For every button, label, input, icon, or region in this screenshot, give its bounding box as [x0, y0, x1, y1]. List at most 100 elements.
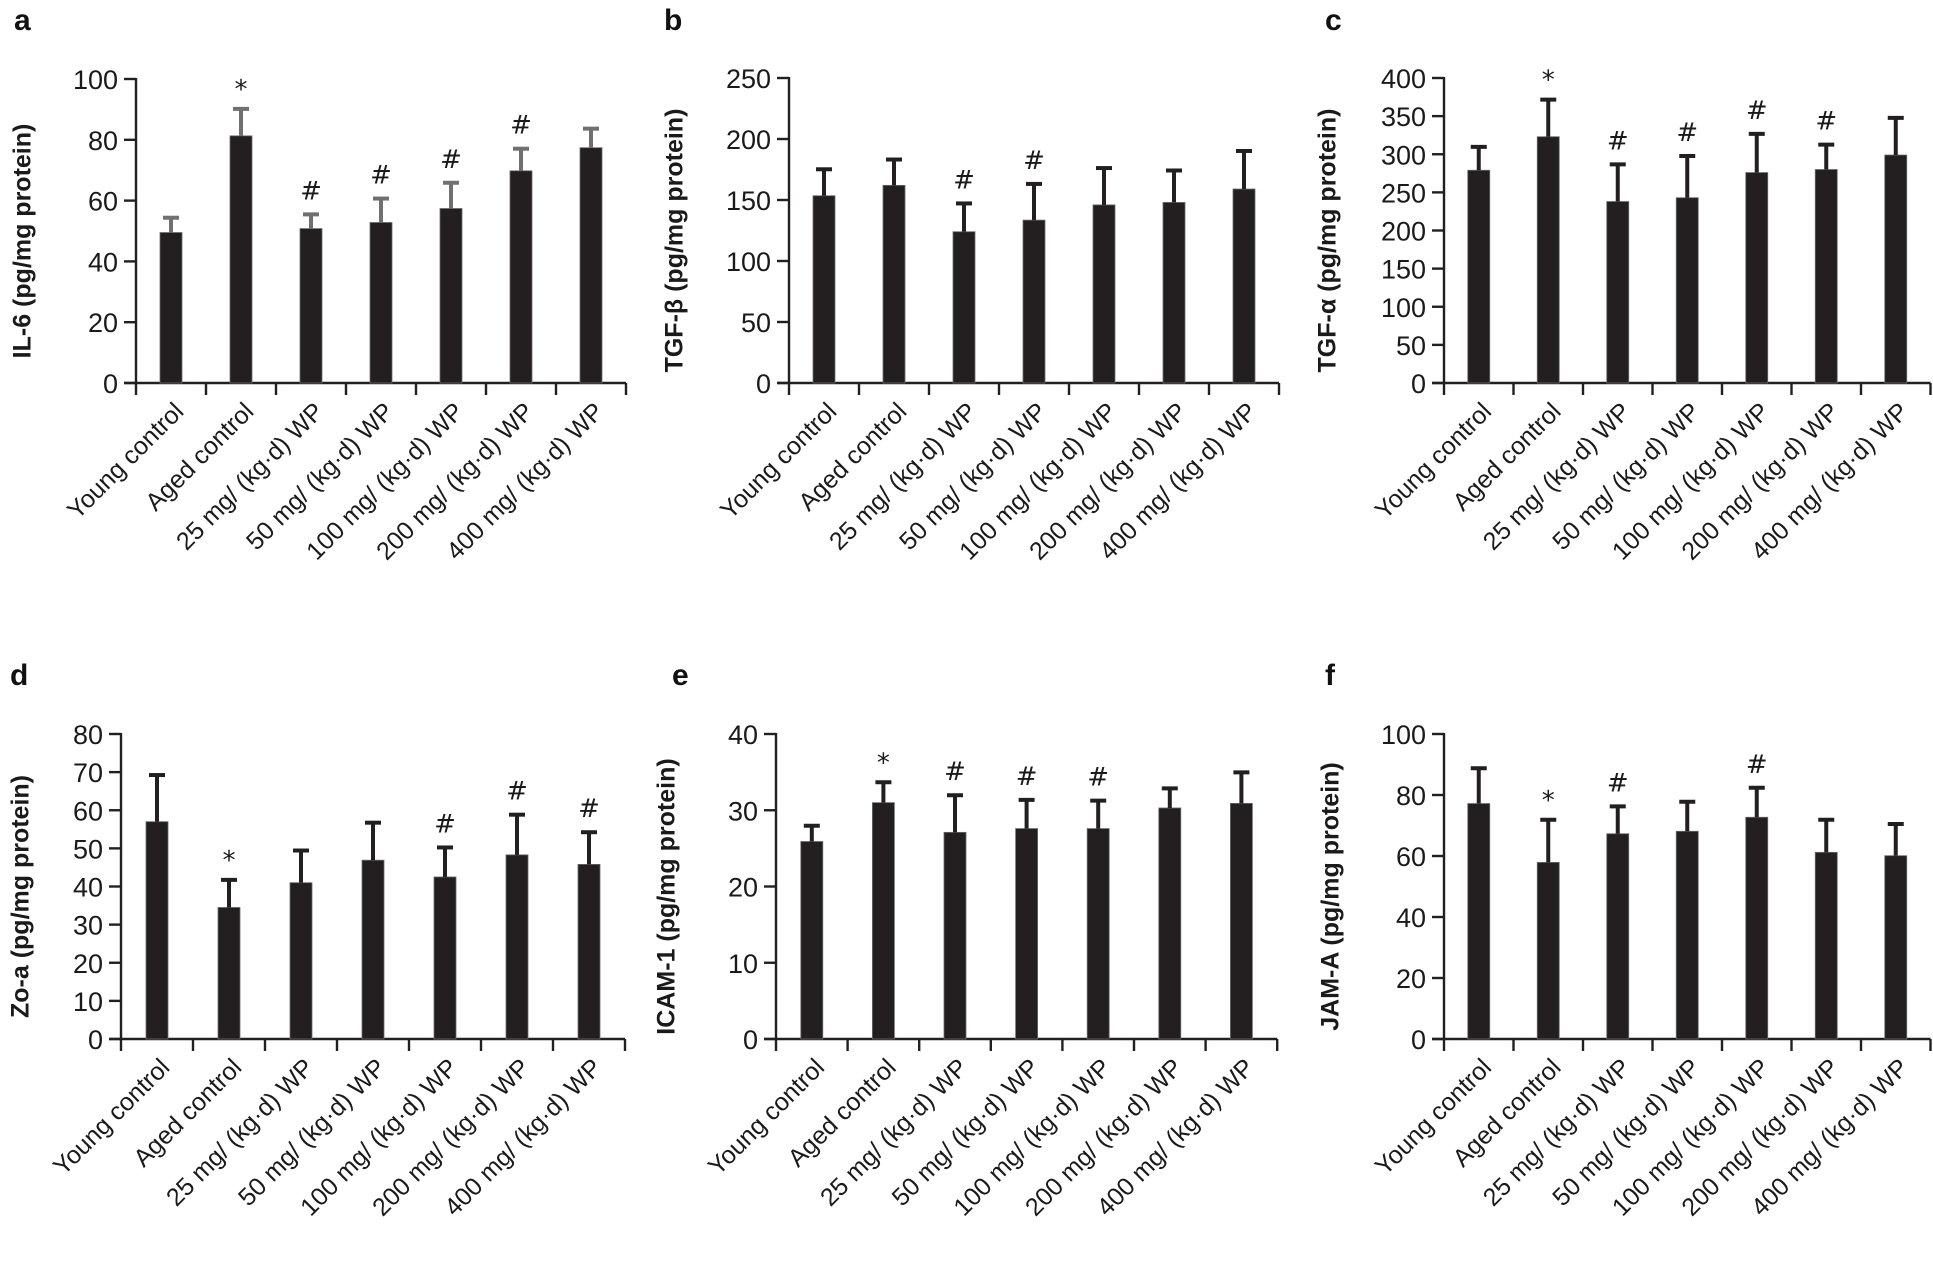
y-axis-label: ICAM-1 (pg/mg protein): [653, 758, 681, 1034]
y-tick-label: 100: [1381, 720, 1426, 750]
y-tick-label: 40: [1396, 903, 1426, 933]
y-tick-label: 30: [73, 911, 103, 941]
y-tick-label: 80: [1396, 781, 1426, 811]
significance-hash: #: [1087, 763, 1109, 793]
significance-hash: #: [370, 161, 392, 191]
y-axis-label: IL-6 (pg/mg protein): [9, 124, 37, 359]
y-tick-label: 50: [741, 308, 771, 338]
significance-hash: #: [1607, 768, 1629, 798]
bar: [361, 859, 385, 1040]
bar: [159, 232, 183, 384]
y-tick-label: 40: [73, 873, 103, 903]
y-tick-label: 150: [726, 186, 771, 216]
panel-letter: a: [14, 4, 31, 37]
bar: [1230, 802, 1253, 1040]
y-tick-label: 100: [1381, 293, 1426, 323]
bar: [1467, 169, 1491, 384]
bar: [217, 907, 241, 1040]
y-axis-label: Zo-a (pg/mg protein): [7, 775, 35, 1018]
bar: [505, 854, 529, 1040]
significance-hash: #: [1023, 146, 1045, 176]
y-tick-label: 0: [103, 369, 118, 399]
bar: [800, 841, 824, 1040]
y-tick-label: 80: [73, 720, 103, 750]
bar: [1158, 807, 1182, 1040]
y-tick-label: 20: [1396, 964, 1426, 994]
y-tick-label: 150: [1381, 255, 1426, 285]
significance-hash: #: [1676, 118, 1698, 148]
panel-letter: c: [1325, 4, 1342, 37]
bar: [1884, 855, 1908, 1040]
significance-hash: #: [1746, 750, 1768, 780]
y-tick-label: 40: [728, 720, 758, 750]
bar: [1536, 862, 1560, 1040]
bar: [1745, 816, 1769, 1040]
panel-letter: e: [672, 659, 689, 692]
significance-star: *: [1542, 66, 1555, 96]
panel-letter: d: [10, 659, 28, 692]
significance-hash: #: [944, 757, 966, 787]
y-axis-label: TGF-α (pg/mg protein): [1314, 109, 1342, 373]
significance-hash: #: [510, 111, 532, 141]
bar: [952, 231, 976, 384]
bar: [872, 802, 895, 1040]
bar: [1606, 833, 1630, 1040]
significance-star: *: [223, 846, 236, 876]
bar: [579, 147, 603, 384]
bar: [1162, 202, 1186, 384]
bar: [1467, 803, 1491, 1040]
bar: [1092, 204, 1116, 384]
y-tick-label: 200: [1381, 217, 1426, 247]
panel-letter: b: [664, 4, 682, 37]
y-axis-label: JAM-A (pg/mg protein): [1317, 762, 1345, 1030]
y-tick-label: 0: [1411, 1025, 1426, 1055]
bar: [439, 208, 463, 384]
significance-hash: #: [506, 777, 528, 807]
y-tick-label: 200: [726, 125, 771, 155]
bar: [1814, 169, 1838, 384]
bar: [509, 170, 533, 384]
y-tick-label: 40: [88, 247, 118, 277]
bar: [229, 135, 253, 384]
y-tick-label: 350: [1381, 102, 1426, 132]
significance-hash: #: [434, 809, 456, 839]
y-tick-label: 0: [756, 369, 771, 399]
bar: [299, 228, 323, 384]
significance-hash: #: [1746, 96, 1768, 126]
bar: [1015, 828, 1038, 1040]
significance-hash: #: [1815, 107, 1837, 137]
bar: [1606, 201, 1630, 384]
y-tick-label: 20: [88, 308, 118, 338]
y-tick-label: 10: [728, 949, 758, 979]
significance-hash: #: [300, 176, 322, 206]
bar: [1536, 136, 1560, 384]
y-tick-label: 80: [88, 126, 118, 156]
bar: [1675, 830, 1699, 1040]
y-tick-label: 60: [88, 187, 118, 217]
bar: [289, 882, 313, 1040]
y-tick-label: 300: [1381, 140, 1426, 170]
significance-hash: #: [578, 794, 600, 824]
y-tick-label: 60: [1396, 842, 1426, 872]
bar: [1232, 188, 1256, 384]
y-tick-label: 0: [1411, 369, 1426, 399]
y-tick-label: 250: [1381, 178, 1426, 208]
y-tick-label: 0: [743, 1025, 758, 1055]
bar: [882, 184, 906, 384]
bar: [1086, 828, 1110, 1040]
bar: [1022, 219, 1046, 384]
y-tick-label: 70: [73, 758, 103, 788]
y-axis-label: TGF-β (pg/mg protein): [661, 109, 689, 373]
bar: [433, 876, 457, 1040]
chart-panel-c: c TGF-α (pg/mg protein) 0 50 100 150 200 250 300…: [1314, 4, 1932, 566]
y-tick-label: 50: [73, 834, 103, 864]
bar: [812, 195, 836, 384]
y-tick-label: 50: [1396, 331, 1426, 361]
y-tick-label: 60: [73, 796, 103, 826]
bar: [369, 222, 393, 384]
y-tick-label: 100: [726, 247, 771, 277]
significance-star: *: [235, 75, 248, 105]
